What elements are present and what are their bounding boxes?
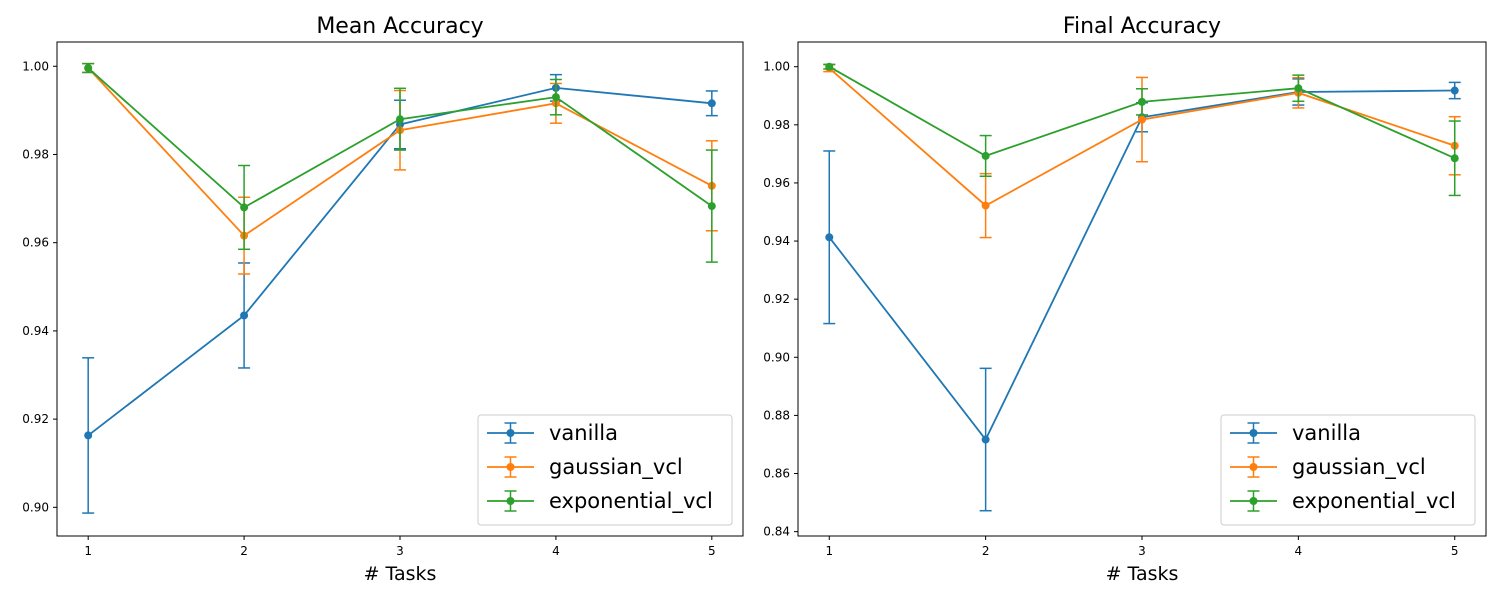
y-tick-label: 0.92 — [22, 412, 49, 426]
data-point — [1450, 154, 1459, 163]
data-point — [981, 151, 990, 160]
legend-entry-vanilla: vanilla — [1230, 421, 1361, 445]
legend-entry-exponential_vcl: exponential_vcl — [1230, 489, 1456, 514]
y-tick-label: 0.90 — [22, 500, 49, 514]
chart-title: Final Accuracy — [1063, 14, 1221, 39]
y-tick-label: 0.96 — [22, 236, 49, 250]
x-axis-label: # Tasks — [1106, 563, 1179, 585]
legend: vanilla gaussian_vcl exponential_vcl — [1220, 414, 1476, 526]
data-point — [240, 311, 249, 320]
chart-final-accuracy: Final Accuracy 0.84 0.86 0.88 0.90 0.92 0.94 0.… — [763, 14, 1487, 585]
legend-marker — [1249, 429, 1258, 437]
data-point — [1450, 86, 1459, 95]
data-point — [396, 115, 404, 124]
y-tick-label: 0.94 — [763, 234, 790, 248]
legend-label: exponential_vcl — [549, 489, 713, 514]
legend-marker — [1249, 497, 1258, 505]
series-exponential_vcl — [823, 62, 1461, 197]
chart-mean-accuracy: Mean Accuracy 0.90 0.92 0.94 0.96 0.98 1.00 1 2 3… — [22, 14, 744, 585]
x-tick-label: 3 — [1138, 544, 1146, 558]
data-point — [981, 201, 990, 210]
y-tick-label: 0.94 — [22, 324, 49, 338]
y-tick-label: 0.98 — [763, 118, 790, 132]
legend-marker — [506, 463, 515, 471]
series-exponential_vcl — [82, 62, 718, 263]
y-tick-label: 0.88 — [763, 408, 790, 422]
data-point — [707, 99, 716, 108]
y-tick-label: 1.00 — [763, 60, 790, 74]
legend-entry-exponential_vcl: exponential_vcl — [487, 489, 713, 514]
x-axis-label: # Tasks — [364, 563, 437, 585]
data-point — [84, 64, 93, 73]
legend-label: gaussian_vcl — [1292, 455, 1426, 480]
y-tick-label: 0.90 — [763, 350, 790, 364]
data-point — [84, 431, 93, 440]
legend-entry-gaussian_vcl: gaussian_vcl — [487, 455, 683, 480]
x-tick-label: 1 — [84, 544, 92, 558]
x-tick-label: 2 — [240, 544, 248, 558]
chart-title: Mean Accuracy — [316, 14, 483, 39]
legend-box — [1220, 414, 1476, 526]
legend-label: exponential_vcl — [1292, 489, 1456, 514]
legend-marker — [506, 429, 515, 437]
legend-label: vanilla — [549, 421, 618, 445]
data-point — [240, 203, 249, 212]
x-tick-label: 1 — [825, 544, 833, 558]
legend-marker — [506, 497, 515, 505]
data-point — [551, 93, 560, 102]
legend-box — [477, 414, 733, 526]
data-point — [1138, 97, 1146, 106]
x-tick-label: 5 — [708, 544, 716, 558]
x-tick-label: 4 — [1295, 544, 1303, 558]
series-vanilla — [82, 73, 718, 514]
y-tick-label: 0.96 — [763, 176, 790, 190]
y-tick-label: 0.86 — [763, 467, 790, 481]
data-point — [1294, 84, 1303, 93]
x-tick-label: 4 — [552, 544, 560, 558]
legend-marker — [1249, 463, 1258, 471]
data-point — [825, 62, 834, 71]
y-tick-label: 0.84 — [763, 525, 790, 539]
legend-label: vanilla — [1292, 421, 1361, 445]
data-point — [1138, 115, 1146, 124]
y-tick-label: 0.92 — [763, 292, 790, 306]
data-point — [707, 202, 716, 211]
legend-entry-vanilla: vanilla — [487, 421, 618, 445]
x-tick-label: 2 — [982, 544, 990, 558]
legend-label: gaussian_vcl — [549, 455, 683, 480]
data-point — [981, 435, 990, 444]
legend-entry-gaussian_vcl: gaussian_vcl — [1230, 455, 1426, 480]
y-tick-label: 0.98 — [22, 147, 49, 161]
legend: vanilla gaussian_vcl exponential_vcl — [477, 414, 733, 526]
y-tick-label: 1.00 — [22, 59, 49, 73]
data-point — [825, 233, 834, 242]
x-tick-label: 5 — [1451, 544, 1459, 558]
x-tick-label: 3 — [396, 544, 404, 558]
